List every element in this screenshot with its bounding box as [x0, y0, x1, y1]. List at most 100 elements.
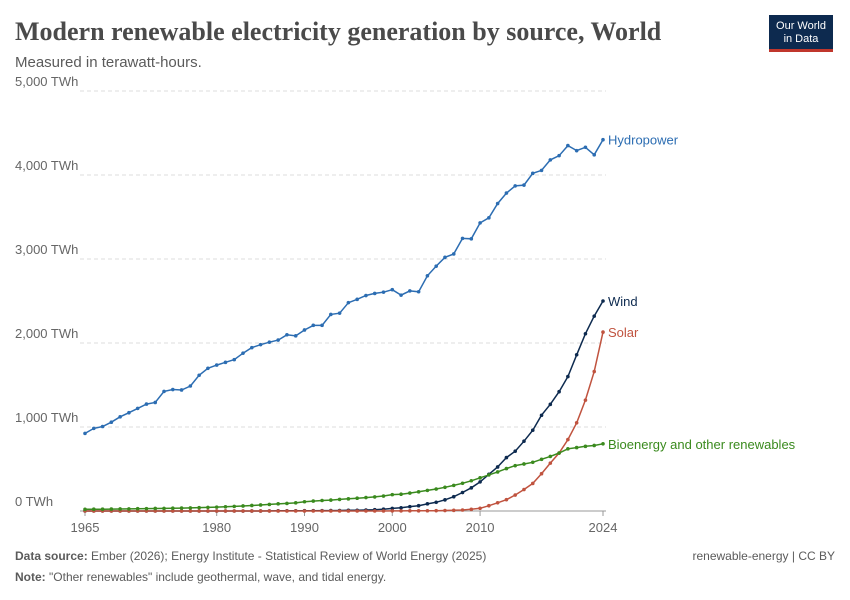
- chart-title: Modern renewable electricity generation …: [15, 17, 662, 46]
- data-point: [346, 300, 351, 305]
- data-point: [162, 506, 166, 511]
- data-point: [320, 509, 324, 513]
- data-point: [495, 465, 500, 469]
- data-point: [179, 388, 184, 392]
- y-tick-label: 4,000 TWh: [15, 158, 78, 173]
- y-tick-label: 2,000 TWh: [15, 326, 78, 341]
- series-label: Wind: [608, 294, 638, 309]
- data-point: [548, 402, 553, 407]
- logo-text: in Data: [784, 33, 820, 45]
- data-point: [434, 264, 438, 268]
- data-point: [601, 442, 605, 446]
- data-point: [566, 143, 570, 148]
- data-point: [487, 216, 491, 220]
- x-tick-label: 2000: [378, 520, 407, 535]
- data-point: [408, 289, 412, 293]
- data-point: [144, 506, 149, 511]
- data-point: [425, 488, 430, 493]
- data-point: [293, 509, 298, 513]
- data-point: [460, 236, 465, 241]
- data-point: [302, 509, 307, 513]
- data-point: [83, 507, 87, 512]
- data-point: [188, 384, 193, 388]
- data-point: [258, 342, 263, 347]
- data-point: [135, 506, 140, 511]
- data-point: [127, 410, 131, 415]
- data-point: [100, 507, 105, 511]
- x-tick-label: 1990: [290, 520, 319, 535]
- data-point: [372, 291, 377, 296]
- data-point: [320, 498, 324, 503]
- data-point: [574, 352, 579, 357]
- data-point: [416, 289, 421, 294]
- data-point: [408, 491, 412, 495]
- series-line: [84, 443, 604, 511]
- data-point: [504, 191, 509, 195]
- data-point: [592, 369, 597, 374]
- data-point: [302, 328, 307, 332]
- data-point: [566, 447, 570, 451]
- data-point: [530, 460, 535, 465]
- data-point: [364, 293, 368, 298]
- data-point: [478, 506, 482, 511]
- data-point: [91, 507, 96, 512]
- data-point: [91, 426, 96, 431]
- x-tick-label: 2010: [466, 520, 495, 535]
- data-point: [434, 500, 438, 505]
- data-point: [276, 502, 280, 506]
- data-point: [346, 497, 351, 501]
- data-point: [443, 255, 447, 260]
- data-point: [487, 503, 491, 508]
- data-point: [451, 483, 456, 488]
- series-label: Bioenergy and other renewables: [608, 437, 796, 452]
- series-line: [85, 331, 604, 512]
- data-point: [592, 314, 597, 318]
- data-point: [355, 297, 359, 302]
- data-point: [522, 487, 526, 492]
- data-point: [381, 290, 386, 294]
- data-point: [539, 457, 544, 462]
- data-point: [443, 485, 447, 490]
- data-point: [574, 148, 579, 153]
- data-point: [250, 345, 254, 350]
- logo-bar: [769, 49, 833, 52]
- data-point: [399, 506, 403, 510]
- data-point: [320, 323, 324, 328]
- data-point: [592, 153, 597, 157]
- data-point: [197, 505, 201, 510]
- data-point: [162, 389, 166, 394]
- y-tick-label: 5,000 TWh: [15, 74, 78, 89]
- data-point: [364, 509, 368, 513]
- data-point: [329, 312, 333, 317]
- data-point: [311, 323, 316, 328]
- data-point: [118, 507, 122, 511]
- data-point: [135, 406, 140, 411]
- data-point: [293, 501, 298, 505]
- data-point: [100, 424, 105, 429]
- data-point: [574, 445, 579, 450]
- series-line: [84, 139, 604, 435]
- data-point: [276, 509, 280, 513]
- data-point: [425, 274, 430, 278]
- x-tick-label: 2024: [589, 520, 618, 535]
- data-point: [390, 509, 395, 513]
- data-point: [293, 334, 298, 338]
- data-point: [469, 486, 474, 490]
- y-tick-label: 0 TWh: [15, 494, 53, 509]
- license: renewable-energy | CC BY: [692, 549, 835, 563]
- data-point: [267, 340, 272, 344]
- data-point: [460, 508, 465, 512]
- data-point: [214, 363, 219, 367]
- data-point: [566, 437, 570, 442]
- data-point: [188, 506, 193, 510]
- data-point: [223, 509, 228, 513]
- data-point: [241, 504, 245, 508]
- data-point: [162, 509, 166, 513]
- data-point: [346, 509, 351, 513]
- data-point: [337, 497, 342, 502]
- data-point: [416, 490, 421, 494]
- data-point: [601, 330, 605, 334]
- data-point: [399, 492, 403, 497]
- source-text: Ember (2026); Energy Institute - Statist…: [91, 549, 486, 563]
- logo: Our World in Data: [769, 15, 833, 52]
